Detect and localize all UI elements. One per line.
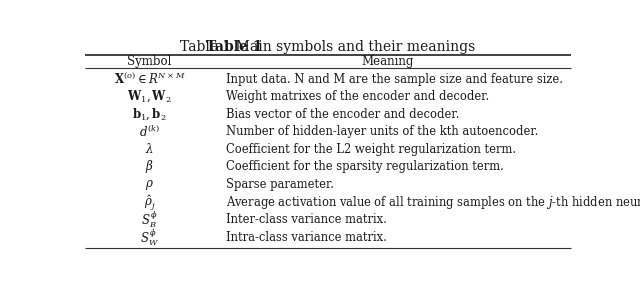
Text: $\lambda$: $\lambda$	[145, 142, 154, 156]
Text: Coefficient for the sparsity regularization term.: Coefficient for the sparsity regularizat…	[227, 160, 504, 174]
Text: $S_W^{\phi}$: $S_W^{\phi}$	[140, 226, 159, 248]
Text: Inter-class variance matrix.: Inter-class variance matrix.	[227, 213, 387, 226]
Text: Coefficient for the L2 weight regularization term.: Coefficient for the L2 weight regulariza…	[227, 143, 516, 156]
Text: Sparse parameter.: Sparse parameter.	[227, 178, 334, 191]
Text: Number of hidden-layer units of the kth autoencoder.: Number of hidden-layer units of the kth …	[227, 125, 539, 138]
Text: Table 1: Table 1	[206, 40, 262, 54]
Text: $\mathbf{X}^{(o)} \in R^{N\times M}$: $\mathbf{X}^{(o)} \in R^{N\times M}$	[113, 71, 186, 87]
Text: $\hat{\rho}_j$: $\hat{\rho}_j$	[143, 193, 156, 211]
Text: Weight matrixes of the encoder and decoder.: Weight matrixes of the encoder and decod…	[227, 90, 490, 103]
Text: Average activation value of all training samples on the $j$-th hidden neuron.: Average activation value of all training…	[227, 194, 640, 211]
Text: Input data. N and M are the sample size and feature size.: Input data. N and M are the sample size …	[227, 73, 563, 86]
Text: Intra-class variance matrix.: Intra-class variance matrix.	[227, 231, 387, 244]
Text: $d^{(k)}$: $d^{(k)}$	[139, 124, 160, 140]
Text: $\mathbf{W}_1, \mathbf{W}_2$: $\mathbf{W}_1, \mathbf{W}_2$	[127, 89, 172, 105]
Text: Table 1 Main symbols and their meanings: Table 1 Main symbols and their meanings	[180, 40, 476, 54]
Text: Meaning: Meaning	[362, 55, 413, 68]
Text: Symbol: Symbol	[127, 55, 172, 68]
Text: $\beta$: $\beta$	[145, 158, 154, 176]
Text: $\mathbf{b}_1, \mathbf{b}_2$: $\mathbf{b}_1, \mathbf{b}_2$	[132, 107, 167, 122]
Text: Bias vector of the encoder and decoder.: Bias vector of the encoder and decoder.	[227, 108, 460, 121]
Text: $\rho$: $\rho$	[145, 178, 154, 192]
Text: $S_B^{\phi}$: $S_B^{\phi}$	[141, 209, 157, 231]
